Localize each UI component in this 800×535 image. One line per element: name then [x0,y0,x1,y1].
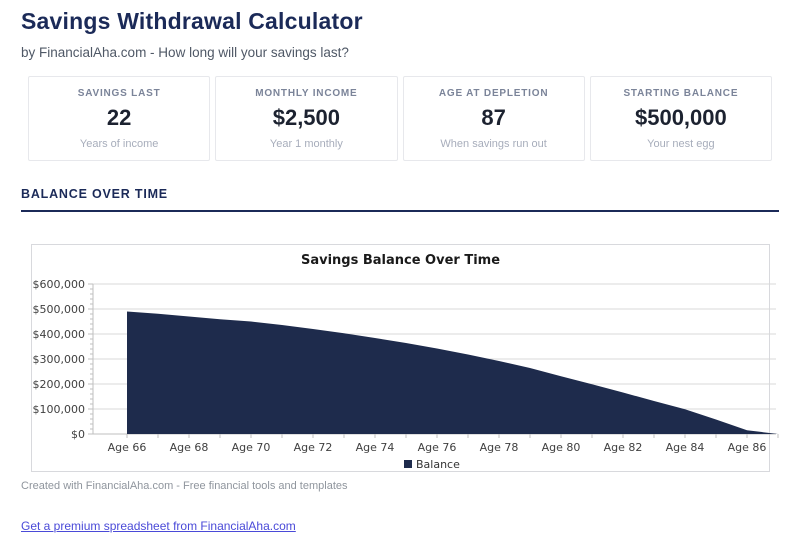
svg-text:$400,000: $400,000 [33,328,86,341]
stat-sublabel: Your nest egg [647,138,715,150]
section-heading-balance-over-time: BALANCE OVER TIME [21,187,779,212]
stat-card-monthly-income: MONTHLY INCOME $2,500 Year 1 monthly [215,76,398,161]
stat-card-starting-balance: STARTING BALANCE $500,000 Your nest egg [589,76,772,161]
chart-title: Savings Balance Over Time [300,253,501,268]
svg-text:Age 84: Age 84 [666,441,705,454]
stat-value: $500,000 [634,105,727,130]
svg-text:Age 70: Age 70 [232,441,271,454]
chart-card: Savings Balance Over Time $0 $100,000 $200… [31,244,779,473]
svg-text:Age 76: Age 76 [418,441,457,454]
svg-text:Age 72: Age 72 [294,441,333,454]
balance-area-chart: $0 $100,000 $200,000 $300,000 $400,000 $500,0… [33,278,779,471]
page-subtitle: by FinancialAha.com - How long will your… [21,45,349,60]
svg-text:Balance: Balance [416,458,460,471]
svg-text:Age 66: Age 66 [108,441,147,454]
svg-text:Age 78: Age 78 [480,441,519,454]
stat-value: 87 [481,105,506,130]
stat-value: $2,500 [272,105,341,130]
svg-text:$100,000: $100,000 [33,403,86,416]
premium-spreadsheet-link[interactable]: Get a premium spreadsheet from Financial… [21,519,296,533]
stats-row: SAVINGS LAST 22 Years of income MONTHLY … [28,76,772,161]
stat-label: STARTING BALANCE [623,88,739,99]
page-title: Savings Withdrawal Calculator [21,8,363,34]
footer-credit: Created with FinancialAha.com - Free fin… [21,480,348,492]
stat-label: SAVINGS LAST [77,88,161,99]
stat-sublabel: When savings run out [440,138,547,150]
stat-card-age-at-depletion: AGE AT DEPLETION 87 When savings run out [402,76,585,161]
svg-text:$0: $0 [71,428,85,441]
svg-text:Age 86: Age 86 [728,441,767,454]
svg-text:$200,000: $200,000 [33,378,86,391]
svg-text:Age 80: Age 80 [542,441,581,454]
chart-plot-area: $0 $100,000 $200,000 $300,000 $400,000 $500,0… [32,267,779,473]
stat-label: AGE AT DEPLETION [438,88,549,99]
svg-text:Age 82: Age 82 [604,441,643,454]
svg-text:$300,000: $300,000 [33,353,86,366]
stat-value: 22 [106,105,132,130]
stat-label: MONTHLY INCOME [255,88,358,99]
stat-sublabel: Years of income [79,138,159,150]
stat-sublabel: Year 1 monthly [269,138,343,150]
svg-text:Age 68: Age 68 [170,441,209,454]
stat-card-savings-last: SAVINGS LAST 22 Years of income [28,76,211,161]
svg-text:$600,000: $600,000 [33,278,86,291]
svg-text:Age 74: Age 74 [356,441,395,454]
svg-text:$500,000: $500,000 [33,303,86,316]
